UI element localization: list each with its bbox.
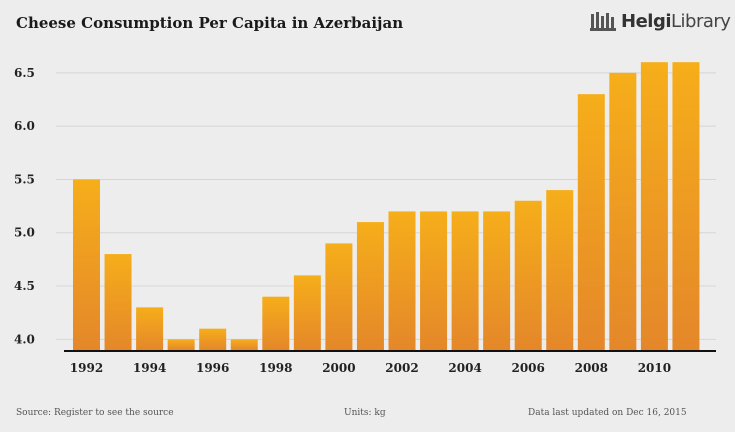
x-tick-label: 2002 [385, 361, 418, 375]
y-tick-label: 4.5 [14, 279, 35, 293]
bar-2004[interactable] [451, 211, 479, 350]
x-tick-label: 2006 [511, 361, 544, 375]
x-tick-label: 1994 [133, 361, 166, 375]
bar-1993[interactable] [104, 254, 132, 350]
x-tick-label: 2010 [638, 361, 671, 375]
bar-2002[interactable] [388, 211, 416, 350]
bar-2003[interactable] [420, 211, 448, 350]
bar-2005[interactable] [483, 211, 511, 350]
x-tick-label: 1998 [259, 361, 292, 375]
bar-2011[interactable] [672, 62, 700, 351]
bar-2007[interactable] [546, 190, 574, 350]
source-note: Source: Register to see the source [16, 408, 174, 418]
x-tick-label: 2004 [448, 361, 481, 375]
updated-note: Data last updated on Dec 16, 2015 [528, 408, 687, 418]
y-tick-label: 6.5 [14, 66, 35, 80]
y-tick-label: 5.5 [14, 172, 35, 186]
x-tick-label: 1992 [70, 361, 103, 375]
bar-1992[interactable] [73, 179, 100, 350]
bar-1999[interactable] [293, 275, 321, 350]
helgi-library-logo[interactable]: HelgiLibrary [590, 10, 731, 32]
bar-1997[interactable] [230, 339, 258, 350]
bar-2001[interactable] [356, 222, 384, 350]
units-note: Units: kg [344, 408, 386, 418]
x-tick-label: 1996 [196, 361, 229, 375]
bar-2006[interactable] [514, 200, 542, 350]
bar-1994[interactable] [136, 307, 164, 350]
x-tick-label: 2000 [322, 361, 355, 375]
logo-text: HelgiLibrary [621, 10, 731, 32]
bar-1996[interactable] [199, 328, 227, 350]
bar-2008[interactable] [577, 94, 605, 350]
bar-2010[interactable] [640, 62, 668, 351]
chart-title: Cheese Consumption Per Capita in Azerbai… [16, 14, 404, 32]
y-tick-label: 4.0 [14, 332, 35, 346]
y-tick-label: 6.0 [14, 119, 35, 133]
x-tick-label: 2008 [575, 361, 608, 375]
library-books-icon [590, 12, 616, 31]
bar-2000[interactable] [325, 243, 353, 350]
bar-2009[interactable] [609, 72, 637, 350]
bar-1998[interactable] [262, 296, 290, 350]
bar-1995[interactable] [167, 339, 195, 350]
y-tick-label: 5.0 [14, 226, 35, 240]
